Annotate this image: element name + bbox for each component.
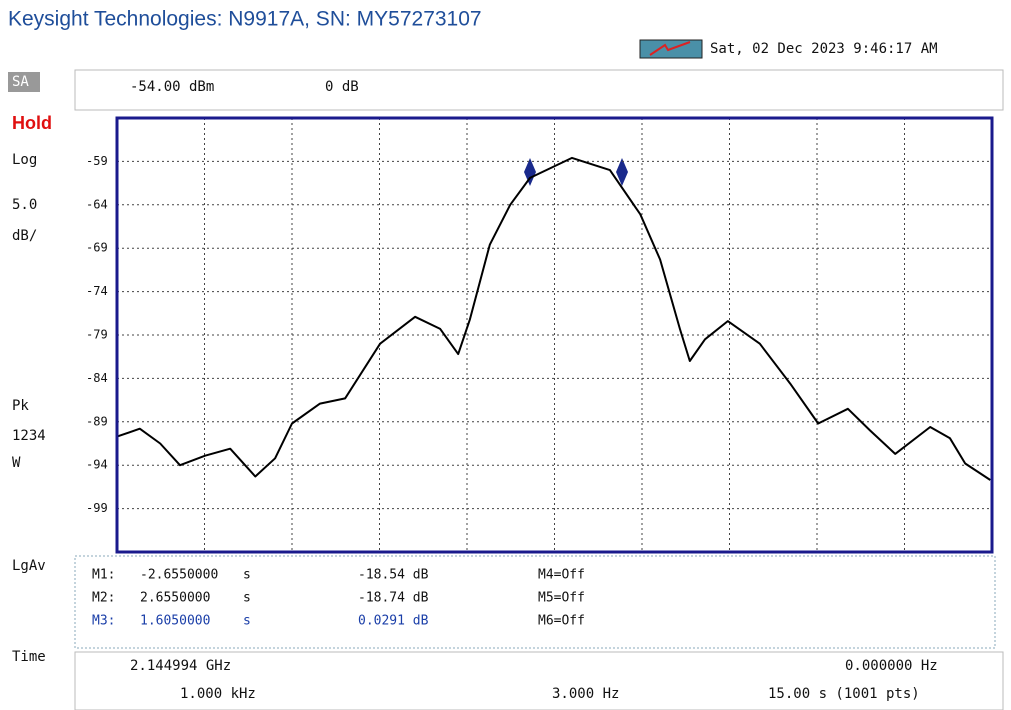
marker-cell: -18.54 dB xyxy=(358,568,429,583)
mode: SA xyxy=(12,74,29,90)
datetime: Sat, 02 Dec 2023 9:46:17 AM xyxy=(710,41,938,57)
y-tick-label: -99 xyxy=(86,501,108,515)
vbw: 3.000 Hz xyxy=(552,686,619,702)
tick-label-bg xyxy=(84,327,112,343)
rbw: 1.000 kHz xyxy=(180,686,256,702)
marker-cell: M3: xyxy=(92,614,115,629)
battery-mark xyxy=(649,41,691,56)
sweep: Time xyxy=(12,649,46,665)
marker-cell: M1: xyxy=(92,568,115,583)
plot-border xyxy=(115,116,994,554)
y-tick-label: -69 xyxy=(86,241,108,255)
y-tick-label: -89 xyxy=(86,414,108,428)
span: 0.000000 Hz xyxy=(845,658,938,674)
tick-label-bg xyxy=(84,240,112,257)
header-box xyxy=(74,69,1004,111)
sweep-time: 15.00 s (1001 pts) xyxy=(768,686,920,702)
trace-state: W xyxy=(12,455,21,471)
marker-cell: M5=Off xyxy=(538,591,585,606)
y-tick-label: -64 xyxy=(86,197,108,211)
marker-cell: 2.6550000 xyxy=(140,591,210,606)
y-tick-label: -74 xyxy=(86,284,108,298)
scale-type: Log xyxy=(12,152,37,168)
marker-cell: s xyxy=(243,591,251,606)
marker-cell: 1.6050000 xyxy=(140,614,210,629)
title: Keysight Technologies: N9917A, SN: MY572… xyxy=(8,8,482,31)
tick-label-bg xyxy=(84,196,112,213)
tick-label-bg xyxy=(84,370,112,387)
scale: 5.0 xyxy=(12,197,37,213)
mode-box xyxy=(8,72,40,92)
y-tick-label: -79 xyxy=(86,328,108,342)
marker-cell: 0.0291 dB xyxy=(358,614,429,629)
center-freq: 2.144994 GHz xyxy=(130,658,231,674)
footer-box xyxy=(74,651,1004,710)
scale-unit: dB/ xyxy=(12,228,37,244)
marker-cell: -2.6550000 xyxy=(140,568,218,583)
y-tick-label: -94 xyxy=(86,458,108,472)
offset: 0 dB xyxy=(325,79,359,95)
tick-label-bg xyxy=(84,413,112,430)
tick-label-bg xyxy=(84,457,112,474)
tick-label-bg xyxy=(84,500,112,517)
marker-cell: -18.74 dB xyxy=(358,591,429,606)
marker-cell: s xyxy=(243,568,251,583)
traces: 1234 xyxy=(12,428,46,444)
marker-cell: M6=Off xyxy=(538,614,585,629)
tick-label-bg xyxy=(84,153,112,170)
marker-cell: M2: xyxy=(92,591,115,606)
marker-cell: s xyxy=(243,614,251,629)
tick-label-bg xyxy=(84,283,112,300)
y-tick-label: -84 xyxy=(86,371,108,385)
hold: Hold xyxy=(12,113,52,133)
trace xyxy=(116,156,991,481)
y-tick-label: -59 xyxy=(86,154,108,168)
ref-level: -54.00 dBm xyxy=(130,79,214,95)
average: LgAv xyxy=(12,558,46,574)
marker-table-box xyxy=(74,555,996,649)
marker-cell: M4=Off xyxy=(538,568,585,583)
detector: Pk xyxy=(12,398,29,414)
